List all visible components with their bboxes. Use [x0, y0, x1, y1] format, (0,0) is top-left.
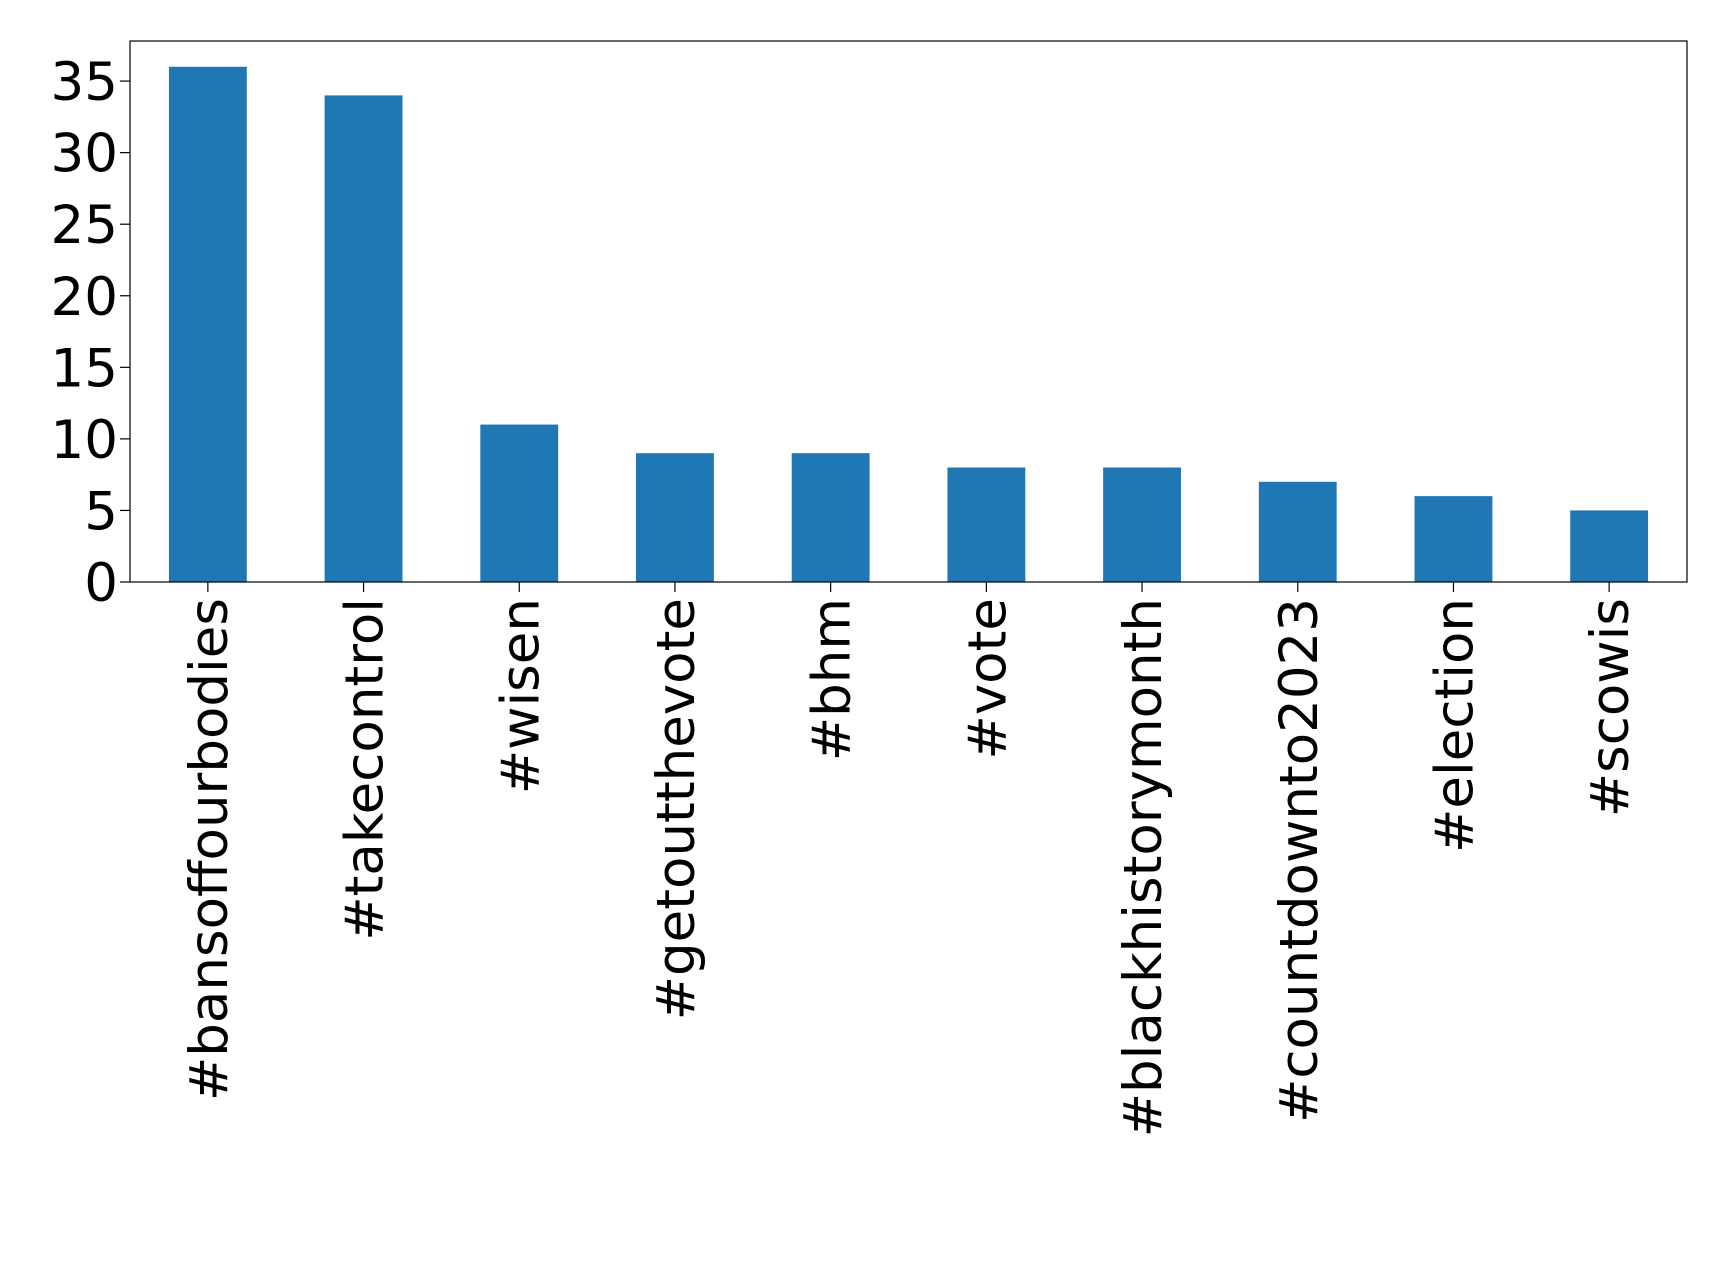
y-tick-label: 10: [51, 410, 118, 471]
x-tick-label: #takecontrol: [335, 598, 396, 941]
y-tick-label: 35: [51, 52, 118, 113]
y-tick-label: 25: [51, 195, 118, 256]
x-tick-label: #wisen: [490, 598, 551, 794]
bar: [1414, 496, 1493, 582]
x-tick-label: #scowis: [1580, 598, 1641, 817]
y-tick-label: 5: [84, 481, 118, 542]
plot-frame: [129, 40, 1688, 583]
bar: [636, 453, 714, 582]
bar: [791, 453, 870, 582]
bar: [324, 95, 403, 583]
x-tick-label: #bhm: [802, 598, 863, 761]
x-tick-label: #getoutthevote: [646, 598, 707, 1020]
x-tick-label: #blackhistorymonth: [1113, 598, 1174, 1137]
bar: [1103, 467, 1181, 582]
bar: [1570, 510, 1649, 582]
y-tick-label: 30: [51, 124, 118, 185]
bar: [1258, 481, 1337, 582]
y-tick-label: 20: [51, 267, 118, 328]
bar: [947, 467, 1026, 582]
y-tick-label: 15: [51, 338, 118, 399]
bar: [480, 424, 559, 582]
x-tick-label: #vote: [957, 598, 1018, 760]
x-tick-label: #countdownto2023: [1269, 598, 1330, 1123]
y-tick-label: 0: [84, 553, 118, 614]
x-tick-label: #bansoffourbodies: [179, 598, 240, 1101]
bar: [168, 66, 247, 582]
x-tick-label: #election: [1424, 598, 1485, 853]
